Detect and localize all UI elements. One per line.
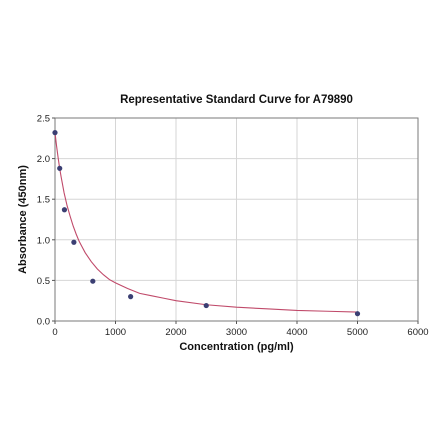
data-point xyxy=(71,239,77,245)
data-point xyxy=(128,294,134,300)
x-tick-label: 0 xyxy=(52,327,57,338)
grid xyxy=(55,118,418,321)
data-point xyxy=(61,207,68,213)
data-point xyxy=(90,278,96,284)
data-points xyxy=(52,130,361,317)
chart-title: Representative Standard Curve for A79890 xyxy=(120,94,353,106)
fit-curve-layer xyxy=(54,132,358,313)
x-axis-label: Concentration (pg/ml) xyxy=(179,341,294,353)
data-point xyxy=(57,165,63,171)
y-tick-label: 1.0 xyxy=(37,235,50,246)
y-axis-label: Absorbance (450nm) xyxy=(17,165,29,274)
x-tick-label: 1000 xyxy=(105,327,126,338)
y-tick-label: 2.0 xyxy=(37,154,50,165)
x-tick-label: 2000 xyxy=(165,327,186,338)
x-tick-label: 5000 xyxy=(347,327,368,338)
y-tick-label: 2.5 xyxy=(37,114,50,125)
data-point xyxy=(52,130,58,136)
y-tick-label: 1.5 xyxy=(37,195,50,206)
x-tick-label: 4000 xyxy=(286,327,307,338)
x-tick-label: 6000 xyxy=(407,327,428,338)
ticks: 0 1000 2000 3000 4000 5000 6000 0.0 0.5 1.0 1.5 2.0… xyxy=(37,114,429,339)
data-point xyxy=(203,302,209,309)
fit-curve xyxy=(54,132,358,313)
y-tick-label: 0.5 xyxy=(37,276,50,287)
x-tick-label: 3000 xyxy=(226,327,247,338)
y-tick-label: 0.0 xyxy=(37,317,50,328)
data-point xyxy=(354,311,361,317)
